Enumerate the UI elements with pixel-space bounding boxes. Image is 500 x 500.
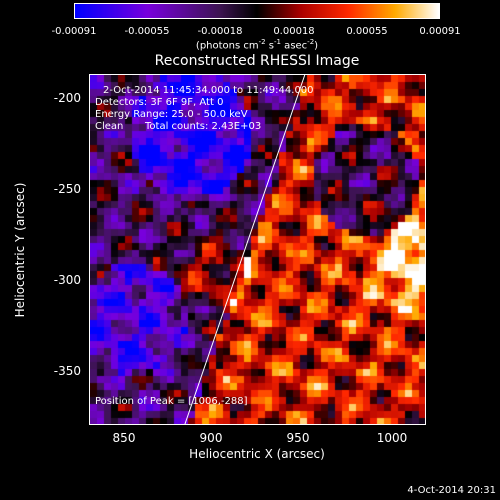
x-tick-label: 850	[112, 431, 136, 445]
y-tick-label: -300	[53, 273, 81, 287]
date-stamp: 4-Oct-2014 20:31	[407, 485, 496, 496]
plot-overlay	[184, 75, 306, 424]
total-counts-annotation: Total counts: 2.43E+03	[145, 121, 262, 132]
colorbar-tick: 0.00091	[419, 26, 461, 37]
detectors-annotation: Detectors: 3F 6F 9F, Att 0	[95, 97, 224, 108]
unit-part: asec	[281, 40, 308, 52]
colorbar-tick: -0.00055	[124, 26, 170, 37]
colorbar-tick: 0.00055	[346, 26, 388, 37]
time-range-annotation: 2-Oct-2014 11:45:34.000 to 11:49:44.000	[103, 85, 314, 96]
unit-exp: -1	[274, 38, 282, 46]
unit-part: s	[265, 40, 275, 52]
unit-exp: -2	[258, 38, 266, 46]
plot-area: 2-Oct-2014 11:45:34.000 to 11:49:44.000 …	[89, 74, 426, 425]
heatmap-image	[90, 75, 425, 424]
energy-range-annotation: Energy Range: 25.0 - 50.0 keV	[95, 109, 248, 120]
colorbar	[74, 3, 440, 19]
colorbar-tick: 0.00018	[273, 26, 315, 37]
y-axis-label: Heliocentric Y (arcsec)	[13, 182, 27, 318]
y-tick-label: -250	[53, 182, 81, 196]
unit-part: (photons cm	[195, 40, 259, 52]
unit-part: )	[314, 40, 319, 52]
colorbar-tick: -0.00091	[51, 26, 97, 37]
x-axis-label: Heliocentric X (arcsec)	[189, 447, 325, 461]
x-tick-label: 1000	[376, 431, 408, 445]
colorbar-tick: -0.00018	[197, 26, 243, 37]
y-tick-label: -350	[53, 364, 81, 378]
x-tick-label: 900	[199, 431, 223, 445]
x-tick-label: 950	[286, 431, 310, 445]
y-tick-label: -200	[53, 91, 81, 105]
peak-annotation: Position of Peak = [1006,-288]	[95, 396, 248, 407]
unit-exp: -2	[307, 38, 315, 46]
chart-title: Reconstructed RHESSI Image	[154, 53, 360, 69]
colorbar-unit: (photons cm-2 s-1 asec-2)	[196, 38, 318, 51]
limb-line	[184, 75, 306, 424]
method-annotation: Clean	[95, 121, 124, 132]
